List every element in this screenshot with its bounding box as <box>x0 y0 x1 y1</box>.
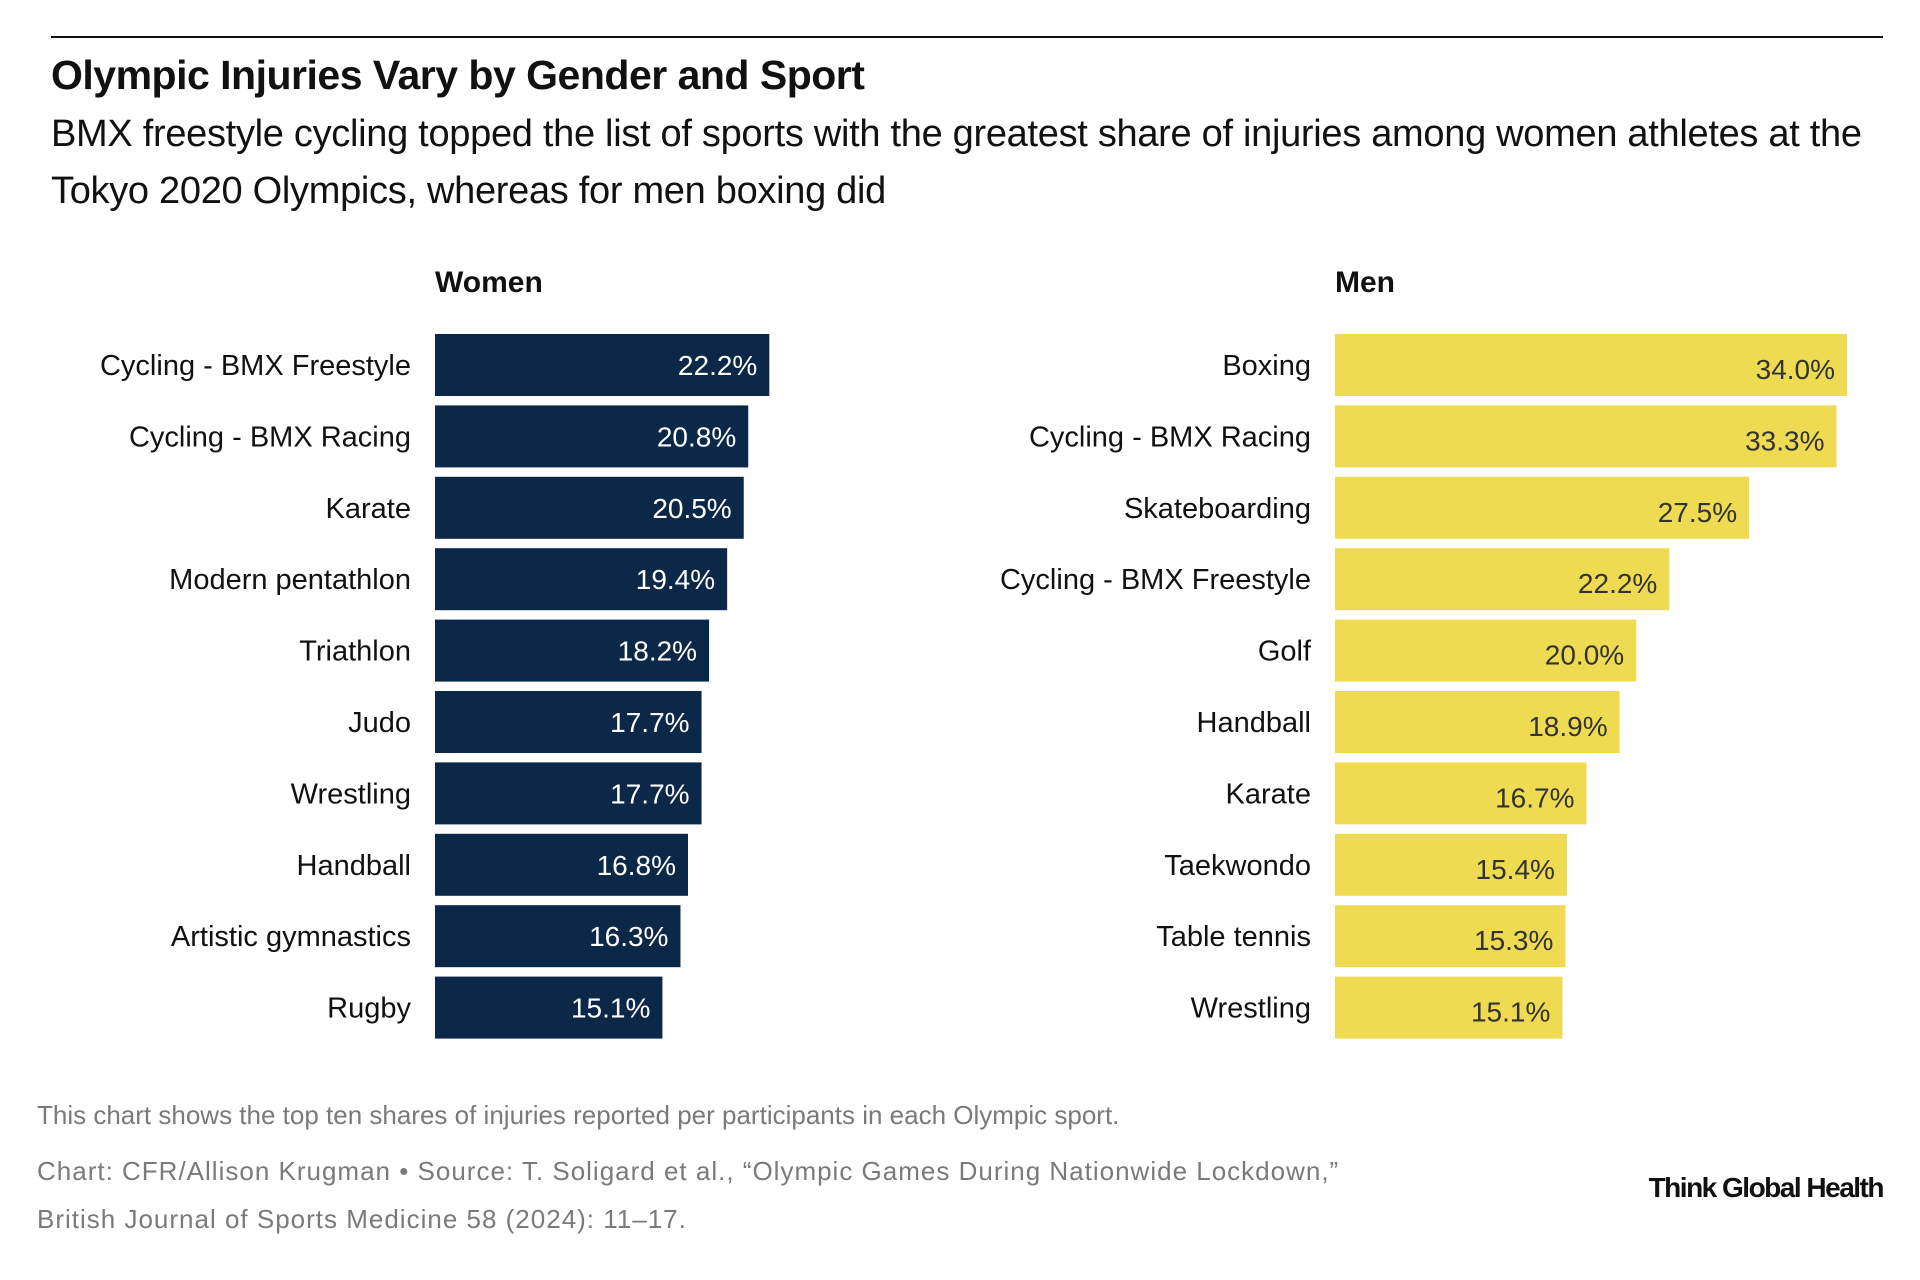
chart-subtitle: BMX freestyle cycling topped the list of… <box>51 113 1862 212</box>
men-value-label: 15.1% <box>1471 997 1550 1028</box>
men-bar <box>1335 762 1587 825</box>
men-bar <box>1335 548 1670 611</box>
women-category-label: Judo <box>348 707 411 739</box>
men-value-label: 20.0% <box>1545 640 1624 671</box>
women-category-label: Triathlon <box>299 636 411 668</box>
men-value-label: 27.5% <box>1658 497 1737 528</box>
men-category-label: Skateboarding <box>1124 493 1311 525</box>
men-value-label: 15.4% <box>1476 854 1555 885</box>
women-bar <box>435 334 770 396</box>
women-value-label: 17.7% <box>610 778 689 809</box>
women-bar <box>435 619 710 682</box>
men-category-label: Boxing <box>1222 350 1311 382</box>
women-category-label: Artistic gymnastics <box>171 921 411 953</box>
women-panel-title: Women <box>435 266 543 299</box>
women-category-label: Karate <box>326 493 411 525</box>
women-bar <box>435 976 663 1039</box>
women-category-label: Rugby <box>327 993 411 1025</box>
men-category-label: Karate <box>1226 778 1311 810</box>
women-value-label: 15.1% <box>571 993 650 1024</box>
source-line-1: Chart: CFR/Allison Krugman • Source: T. … <box>37 1156 1340 1186</box>
women-value-label: 16.8% <box>597 850 676 881</box>
chart-title: Olympic Injuries Vary by Gender and Spor… <box>51 52 865 98</box>
men-bar <box>1335 833 1567 896</box>
men-category-label: Wrestling <box>1191 993 1311 1025</box>
women-bar <box>435 762 702 825</box>
women-value-label: 18.2% <box>618 636 697 667</box>
women-value-label: 20.8% <box>657 421 736 452</box>
women-bar <box>435 905 681 968</box>
men-value-label: 34.0% <box>1756 354 1835 385</box>
men-category-label: Taekwondo <box>1164 850 1311 882</box>
women-bar <box>435 691 702 753</box>
men-category-label: Table tennis <box>1156 921 1311 953</box>
men-bar <box>1335 476 1750 539</box>
men-bar <box>1335 976 1563 1039</box>
men-category-label: Cycling - BMX Freestyle <box>1000 564 1311 596</box>
think-global-health-logo: Think Global Health <box>1648 1172 1885 1203</box>
women-bar <box>435 476 744 539</box>
source-line-2: British Journal of Sports Medicine 58 (2… <box>37 1204 687 1234</box>
women-category-label: Cycling - BMX Freestyle <box>100 350 411 382</box>
men-panel-title: Men <box>1335 266 1395 299</box>
women-category-label: Cycling - BMX Racing <box>129 421 411 453</box>
women-category-label: Modern pentathlon <box>169 564 411 596</box>
women-category-label: Wrestling <box>291 778 411 810</box>
women-category-label: Handball <box>297 850 411 882</box>
men-category-label: Cycling - BMX Racing <box>1029 421 1311 453</box>
women-bar <box>435 405 749 468</box>
women-bar <box>435 833 689 896</box>
men-value-label: 22.2% <box>1578 568 1657 599</box>
men-value-label: 33.3% <box>1745 425 1824 456</box>
women-value-label: 22.2% <box>678 350 757 381</box>
men-bar <box>1335 691 1620 753</box>
women-value-label: 19.4% <box>636 564 715 595</box>
men-bar <box>1335 334 1848 396</box>
men-bar <box>1335 619 1637 682</box>
men-bar <box>1335 405 1837 468</box>
women-value-label: 17.7% <box>610 707 689 738</box>
men-value-label: 15.3% <box>1474 925 1553 956</box>
top-rule <box>51 36 1883 38</box>
women-bar <box>435 548 728 611</box>
men-value-label: 18.9% <box>1528 711 1607 742</box>
men-category-label: Handball <box>1197 707 1311 739</box>
footnote: This chart shows the top ten shares of i… <box>37 1100 1120 1130</box>
men-bar <box>1335 905 1566 968</box>
women-value-label: 16.3% <box>589 921 668 952</box>
women-value-label: 20.5% <box>652 493 731 524</box>
men-value-label: 16.7% <box>1495 782 1574 813</box>
men-category-label: Golf <box>1258 636 1312 668</box>
